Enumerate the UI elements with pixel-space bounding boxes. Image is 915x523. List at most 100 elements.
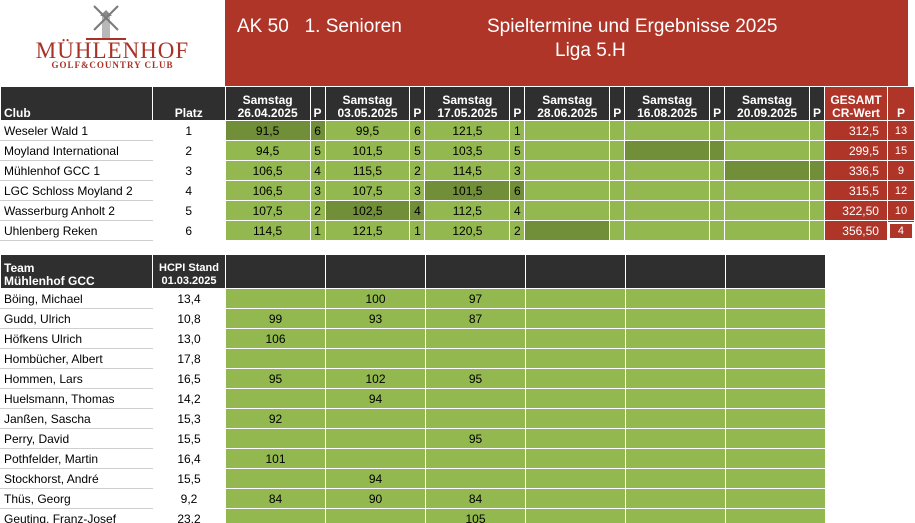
player-score-round-6[interactable] (725, 308, 826, 329)
player-score-round-1[interactable] (225, 508, 326, 523)
round-score[interactable]: 121,5 (424, 120, 511, 141)
player-score-round-1[interactable] (225, 468, 326, 489)
player-score-round-1[interactable]: 101 (225, 448, 326, 469)
player-hcpi[interactable]: 15,5 (152, 428, 226, 449)
total-points[interactable]: 15 (886, 140, 915, 161)
player-name[interactable]: Gudd, Ulrich (0, 308, 153, 329)
round-points[interactable]: 1 (309, 220, 326, 241)
player-score-round-1[interactable] (225, 348, 326, 369)
player-score-round-5[interactable] (625, 408, 726, 429)
player-score-round-2[interactable]: 94 (325, 388, 426, 409)
round-points-empty[interactable] (808, 180, 826, 201)
round-score-empty[interactable] (524, 180, 611, 201)
round-score-empty[interactable] (524, 220, 611, 241)
round-points-empty[interactable] (808, 120, 826, 141)
club-name[interactable]: LGC Schloss Moyland 2 (0, 180, 153, 201)
total-score[interactable]: 336,5 (824, 160, 888, 181)
player-name[interactable]: Geuting, Franz-Josef (0, 508, 153, 523)
club-rank[interactable]: 4 (151, 180, 226, 201)
player-score-round-3[interactable]: 87 (425, 308, 526, 329)
round-points-empty[interactable] (609, 160, 626, 181)
player-hcpi[interactable]: 16,4 (152, 448, 226, 469)
round-score-empty[interactable] (524, 120, 611, 141)
club-rank[interactable]: 5 (151, 200, 226, 221)
round-score-empty[interactable] (624, 120, 711, 141)
round-score[interactable]: 106,5 (224, 160, 311, 181)
round-score[interactable]: 94,5 (224, 140, 311, 161)
player-score-round-3[interactable]: 84 (425, 488, 526, 509)
player-name[interactable]: Stockhorst, André (0, 468, 153, 489)
player-score-round-2[interactable] (325, 448, 426, 469)
player-hcpi[interactable]: 14,2 (152, 388, 226, 409)
player-name[interactable]: Pothfelder, Martin (0, 448, 153, 469)
round-points-empty[interactable] (709, 180, 726, 201)
player-score-round-6[interactable] (725, 388, 826, 409)
round-score-empty[interactable] (624, 140, 711, 161)
club-rank[interactable]: 6 (151, 220, 226, 241)
player-score-round-1[interactable]: 95 (225, 368, 326, 389)
round-score-empty[interactable] (624, 180, 711, 201)
club-name[interactable]: Moyland International (0, 140, 153, 161)
total-points[interactable]: 12 (886, 180, 915, 201)
player-score-round-5[interactable] (625, 508, 726, 523)
player-name[interactable]: Hombücher, Albert (0, 348, 153, 369)
round-score[interactable]: 102,5 (324, 200, 411, 221)
player-name[interactable]: Hommen, Lars (0, 368, 153, 389)
player-score-round-2[interactable]: 90 (325, 488, 426, 509)
round-points[interactable]: 1 (409, 220, 426, 241)
round-score-empty[interactable] (724, 140, 810, 161)
player-score-round-5[interactable] (625, 428, 726, 449)
player-score-round-3[interactable] (425, 468, 526, 489)
player-score-round-4[interactable] (525, 328, 626, 349)
club-name[interactable]: Mühlenhof GCC 1 (0, 160, 153, 181)
round-points[interactable]: 3 (409, 180, 426, 201)
club-name[interactable]: Wasserburg Anholt 2 (0, 200, 153, 221)
round-points-empty[interactable] (709, 120, 726, 141)
player-score-round-2[interactable]: 102 (325, 368, 426, 389)
round-score-empty[interactable] (724, 180, 810, 201)
player-score-round-2[interactable] (325, 348, 426, 369)
round-points-empty[interactable] (609, 180, 626, 201)
round-points[interactable]: 4 (309, 160, 326, 181)
player-score-round-5[interactable] (625, 308, 726, 329)
player-score-round-5[interactable] (625, 468, 726, 489)
player-score-round-4[interactable] (525, 468, 626, 489)
player-score-round-2[interactable] (325, 408, 426, 429)
player-score-round-5[interactable] (625, 348, 726, 369)
round-score[interactable]: 121,5 (324, 220, 411, 241)
total-score[interactable]: 315,5 (824, 180, 888, 201)
player-score-round-2[interactable]: 94 (325, 468, 426, 489)
round-score[interactable]: 114,5 (224, 220, 311, 241)
total-score[interactable]: 356,50 (824, 220, 888, 241)
player-score-round-3[interactable] (425, 348, 526, 369)
player-score-round-6[interactable] (725, 408, 826, 429)
player-score-round-5[interactable] (625, 328, 726, 349)
round-points[interactable]: 1 (509, 120, 526, 141)
round-score-empty[interactable] (624, 200, 711, 221)
player-name[interactable]: Janßen, Sascha (0, 408, 153, 429)
round-score[interactable]: 107,5 (324, 180, 411, 201)
player-score-round-4[interactable] (525, 488, 626, 509)
player-score-round-3[interactable] (425, 408, 526, 429)
player-score-round-4[interactable] (525, 288, 626, 309)
round-points-empty[interactable] (709, 220, 726, 241)
player-hcpi[interactable]: 23,2 (152, 508, 226, 523)
total-points-selected-cell[interactable]: 4 (886, 220, 915, 241)
round-points[interactable]: 6 (509, 180, 526, 201)
round-points[interactable]: 3 (309, 180, 326, 201)
round-points[interactable]: 4 (509, 200, 526, 221)
player-score-round-6[interactable] (725, 428, 826, 449)
player-score-round-6[interactable] (725, 488, 826, 509)
round-score[interactable]: 101,5 (324, 140, 411, 161)
player-score-round-4[interactable] (525, 308, 626, 329)
round-points-empty[interactable] (609, 140, 626, 161)
player-score-round-5[interactable] (625, 388, 726, 409)
player-score-round-5[interactable] (625, 448, 726, 469)
total-score[interactable]: 299,5 (824, 140, 888, 161)
round-points-empty[interactable] (808, 140, 826, 161)
round-points[interactable]: 4 (409, 200, 426, 221)
total-points[interactable]: 13 (886, 120, 915, 141)
player-score-round-6[interactable] (725, 348, 826, 369)
player-score-round-1[interactable] (225, 288, 326, 309)
player-score-round-2[interactable] (325, 428, 426, 449)
